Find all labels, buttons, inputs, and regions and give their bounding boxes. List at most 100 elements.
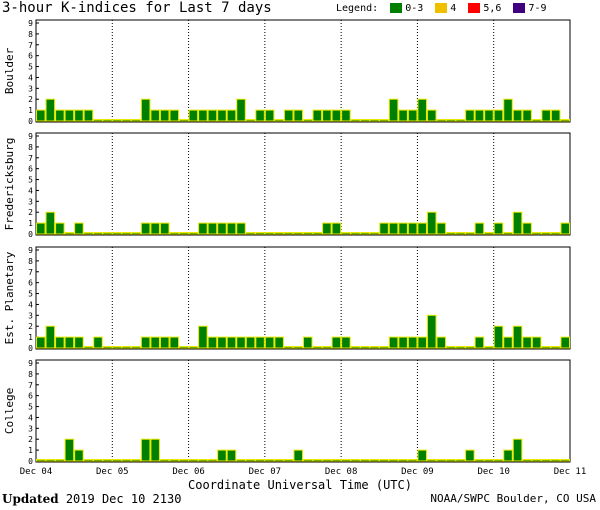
k-index-bar (360, 459, 370, 462)
panel-frame (35, 246, 571, 350)
k-index-bar (398, 109, 408, 122)
k-index-bar (83, 232, 94, 235)
panel-frame (35, 359, 571, 463)
k-index-bar (198, 459, 208, 462)
k-index-bar (207, 109, 218, 122)
k-index-bar (74, 222, 84, 235)
k-index-bar (379, 222, 389, 235)
k-index-bar (341, 336, 351, 349)
k-index-bar (131, 232, 141, 235)
legend-item-7-9: 7-9 (513, 3, 547, 14)
k-index-bar (503, 232, 513, 235)
k-index-bar (446, 459, 456, 462)
k-index-bar (550, 459, 561, 462)
k-index-bar (255, 232, 265, 235)
k-index-bar (188, 459, 199, 462)
y-tick-label: 1 (28, 333, 33, 342)
k-index-bar (388, 222, 399, 235)
k-index-bar (226, 336, 237, 349)
y-tick-label: 0 (28, 457, 33, 466)
k-index-bar (560, 459, 571, 462)
x-tick-label: Dec 04 (20, 467, 53, 477)
k-index-bar (341, 109, 351, 122)
k-index-bar (293, 232, 304, 235)
legend: Legend: 0-3 4 5,6 7-9 (336, 3, 553, 15)
k-index-bar (398, 222, 408, 235)
k-index-bar (283, 232, 294, 235)
k-index-bar (446, 346, 456, 349)
y-tick-label: 5 (28, 290, 33, 299)
k-index-bar (360, 232, 370, 235)
k-index-bar (360, 119, 370, 122)
k-index-bar (312, 459, 323, 462)
y-tick-label: 6 (28, 279, 33, 288)
k-index-bar (255, 336, 265, 349)
k-index-bar (426, 211, 437, 235)
y-tick-label: 1 (28, 446, 33, 455)
k-index-bar (36, 459, 46, 462)
k-index-bar (159, 459, 170, 462)
k-index-bar (388, 336, 399, 349)
k-index-bar (474, 222, 485, 235)
k-index-bar (303, 459, 313, 462)
k-index-bar (55, 109, 65, 122)
y-tick-label: 7 (28, 268, 33, 277)
k-index-bar (303, 119, 313, 122)
k-index-bar (322, 346, 332, 349)
k-index-bar (102, 459, 113, 462)
y-tick-label: 3 (28, 197, 33, 206)
k-index-bar (407, 459, 418, 462)
k-index-bar (531, 336, 542, 349)
k-index-bar (236, 459, 246, 462)
k-index-bar (217, 336, 227, 349)
k-index-bar (140, 222, 151, 235)
k-index-bar (74, 109, 84, 122)
k-index-bar (283, 109, 294, 122)
k-index-bar (83, 346, 94, 349)
legend-item-label: 5,6 (483, 3, 502, 14)
k-index-bar (264, 109, 275, 122)
k-index-bar (512, 325, 523, 349)
panel-frame (35, 19, 571, 123)
k-index-bar (283, 459, 294, 462)
k-index-bar (293, 109, 304, 122)
y-tick-label: 7 (28, 41, 33, 50)
k-index-bar (74, 336, 84, 349)
k-index-bar (303, 336, 313, 349)
k-index-bar (465, 346, 475, 349)
k-index-bar (198, 325, 208, 349)
legend-swatch-red (468, 3, 481, 13)
k-index-bar (64, 438, 75, 462)
k-index-bar (83, 109, 94, 122)
k-index-bar (45, 325, 56, 349)
y-tick-label: 9 (28, 246, 33, 255)
k-index-bar (369, 119, 380, 122)
y-tick-label: 2 (28, 208, 33, 217)
k-index-bar (350, 232, 361, 235)
y-tick-label: 0 (28, 344, 33, 353)
k-index-bar (150, 336, 160, 349)
updated-line: Updated 2019 Dec 10 2130 (2, 492, 181, 506)
panel-label: Boulder (3, 47, 16, 94)
k-index-bar (217, 222, 227, 235)
k-index-bar (503, 336, 513, 349)
y-tick-label: 8 (28, 257, 33, 266)
legend-swatch-yellow (435, 3, 448, 13)
y-tick-label: 8 (28, 30, 33, 39)
k-index-bar (140, 438, 151, 462)
k-index-bar (112, 346, 122, 349)
k-index-bar (417, 336, 427, 349)
y-tick-label: 1 (28, 106, 33, 115)
k-index-bar (236, 222, 246, 235)
k-index-bar (522, 222, 532, 235)
k-index-bar (341, 459, 351, 462)
panel-label: Est. Planetary (3, 251, 16, 344)
legend-label: Legend: (336, 3, 379, 14)
k-index-bar (512, 109, 523, 122)
y-tick-label: 2 (28, 435, 33, 444)
k-index-bar (360, 346, 370, 349)
k-index-bar (293, 346, 304, 349)
k-index-bar (36, 109, 46, 122)
k-index-bar (560, 119, 571, 122)
k-index-bar (217, 449, 227, 462)
